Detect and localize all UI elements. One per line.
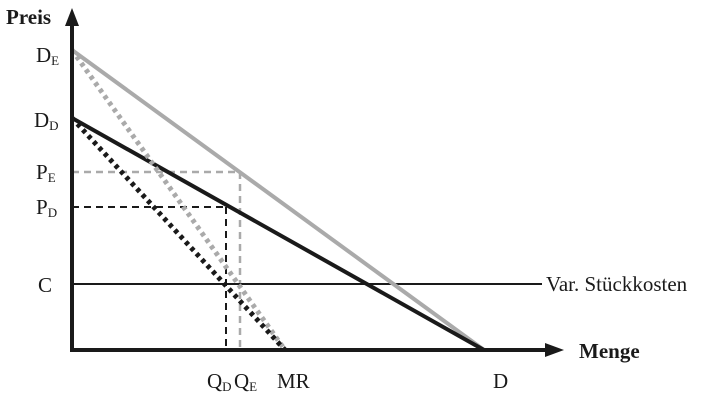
label-de: DE xyxy=(36,43,59,68)
label-pd: PD xyxy=(36,195,57,220)
label-qe: QE xyxy=(234,369,257,394)
y-axis-arrow xyxy=(65,8,79,26)
demand-curve-e xyxy=(70,48,486,352)
demand-curve-d xyxy=(71,116,485,352)
label-mr: MR xyxy=(277,369,310,393)
label-c: C xyxy=(38,273,52,297)
label-d: D xyxy=(493,369,508,393)
x-axis-title: Menge xyxy=(579,339,640,363)
x-axis-arrow xyxy=(545,343,564,357)
marginal-revenue-curve-d xyxy=(70,116,287,352)
label-dd: DD xyxy=(34,108,59,133)
variable-cost-label: Var. Stückkosten xyxy=(546,272,688,296)
y-axis-title: Preis xyxy=(6,5,51,29)
marginal-revenue-curve-e xyxy=(69,48,288,352)
label-qd: QD xyxy=(207,369,232,394)
label-pe: PE xyxy=(36,160,56,185)
